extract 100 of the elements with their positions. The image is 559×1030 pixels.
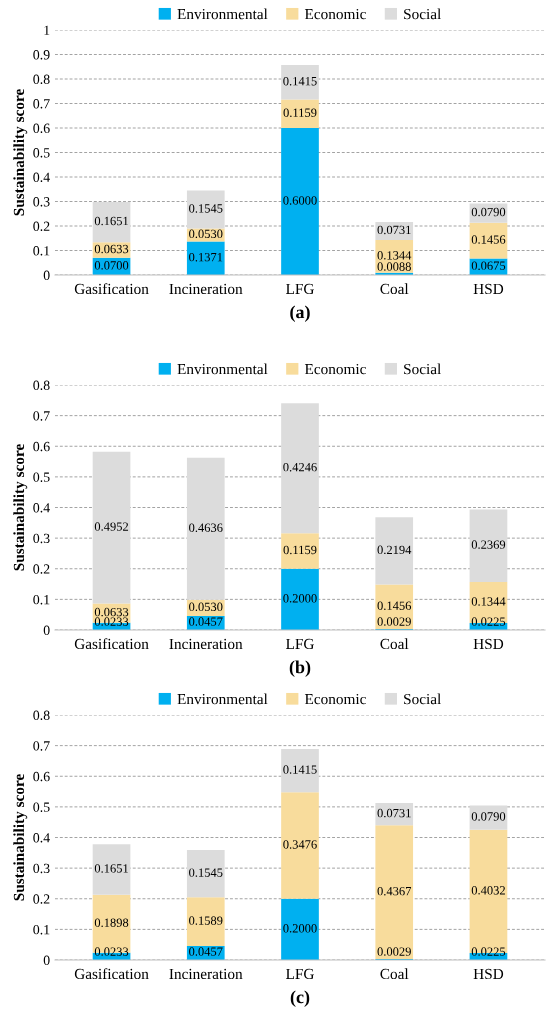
data-label: 0.1415: [283, 76, 317, 86]
data-label: 0.3476: [283, 840, 317, 849]
x-tick-label: LFG: [286, 968, 314, 980]
y-axis-title: Sustainability score: [13, 774, 28, 901]
x-tick-label: Gasification: [74, 283, 149, 295]
x-tick-label: HSD: [473, 638, 504, 650]
y-tick-label: 0.6: [33, 123, 50, 134]
data-label: 0.2369: [471, 540, 506, 549]
y-tick-label: 0.3: [33, 863, 50, 874]
data-label: 0.1415: [283, 765, 317, 774]
x-tick-label: Incineration: [169, 638, 243, 650]
x-tick-label: Coal: [380, 638, 409, 650]
data-label: 0.2000: [283, 594, 317, 603]
y-tick-label: 0.1: [33, 924, 50, 935]
x-axis-title: (b): [289, 660, 311, 677]
legend-label: Environmental: [177, 8, 268, 20]
x-tick-label: Incineration: [169, 283, 243, 295]
y-tick-label: 0: [43, 625, 50, 635]
legend-label: Social: [404, 363, 441, 375]
data-label: 0.2000: [283, 924, 317, 933]
data-label: 0.1545: [189, 868, 223, 877]
y-tick-label: 0.4: [33, 503, 50, 513]
y-tick-label: 0.6: [33, 441, 50, 452]
data-label: 0.0029: [377, 617, 411, 626]
data-label: 0.1545: [189, 204, 223, 213]
y-axis-title: Sustainability score: [13, 89, 28, 216]
y-tick-label: 0.5: [33, 148, 50, 158]
data-label: 0.0731: [377, 808, 411, 818]
legend-label: Economic: [304, 693, 366, 705]
x-tick-label: Coal: [380, 968, 409, 980]
x-tick-label: Incineration: [169, 968, 243, 980]
data-label: 0.0457: [189, 947, 223, 956]
y-tick-label: 0.5: [33, 472, 50, 482]
y-tick-label: 0.4: [33, 172, 50, 183]
data-label: 0.1159: [283, 545, 317, 555]
y-tick-label: 1: [44, 25, 50, 35]
y-tick-label: 0.2: [33, 564, 50, 574]
y-tick-label: 0.7: [33, 741, 50, 751]
legend-label: Social: [404, 8, 441, 20]
data-label: 0.2194: [377, 545, 412, 555]
y-tick-label: 0.6: [33, 771, 50, 782]
y-tick-label: 0.7: [33, 411, 50, 421]
legend-label: Economic: [304, 363, 366, 375]
data-label: 0.0790: [471, 812, 506, 821]
y-tick-label: 0.8: [33, 710, 50, 721]
data-label: 0.0700: [94, 261, 129, 270]
data-label: 0.4367: [377, 886, 412, 896]
data-label: 0.4952: [94, 522, 129, 531]
y-tick-label: 0.8: [33, 74, 50, 85]
data-label: 0.4246: [283, 462, 317, 472]
legend-label: Social: [404, 693, 441, 705]
x-axis-title: (a): [290, 305, 310, 322]
data-label: 0.1651: [94, 216, 128, 226]
data-label: 0.0731: [377, 225, 411, 235]
y-tick-label: 0.2: [33, 894, 50, 904]
data-label: 0.1456: [471, 235, 506, 244]
data-label: 0.0530: [189, 602, 223, 612]
legend-label: Environmental: [177, 363, 268, 375]
data-label: 0.0530: [189, 229, 223, 239]
y-axis-title: Sustainability score: [13, 444, 28, 571]
y-tick-label: 0.3: [33, 533, 50, 544]
y-tick-label: 0.9: [33, 50, 50, 60]
legend-label: Economic: [304, 8, 366, 20]
data-label: 0.0633: [94, 607, 129, 617]
y-tick-label: 0.8: [33, 380, 50, 391]
data-label: 0.0029: [377, 947, 411, 956]
legend-label: Environmental: [177, 693, 268, 705]
y-tick-label: 0: [43, 270, 50, 280]
y-tick-label: 0: [43, 955, 50, 965]
data-label: 0.0457: [189, 617, 223, 626]
y-tick-label: 0.1: [33, 594, 50, 605]
x-tick-label: HSD: [473, 968, 504, 980]
x-tick-label: Coal: [380, 283, 409, 295]
data-label: 0.1371: [189, 252, 223, 262]
data-label: 0.1344: [471, 597, 506, 606]
x-tick-label: Gasification: [74, 638, 149, 650]
data-label: 0.0088: [377, 262, 411, 271]
y-tick-label: 0.2: [33, 221, 50, 232]
data-label: 0.1898: [94, 918, 129, 927]
data-label: 0.0633: [94, 244, 129, 254]
y-tick-label: 0.3: [33, 197, 50, 207]
data-label: 0.4032: [471, 886, 505, 895]
x-tick-label: HSD: [473, 283, 504, 295]
data-label: 0.1456: [377, 601, 412, 610]
y-tick-label: 0.5: [33, 802, 50, 812]
data-label: 0.6000: [283, 196, 317, 205]
data-label: 0.1344: [377, 251, 412, 260]
data-label: 0.0675: [471, 261, 506, 270]
data-label: 0.4636: [189, 523, 223, 532]
x-tick-label: LFG: [286, 638, 314, 650]
data-label: 0.1589: [189, 916, 223, 925]
x-tick-label: Gasification: [74, 968, 149, 980]
y-tick-label: 0.1: [33, 246, 50, 256]
x-tick-label: LFG: [286, 283, 314, 295]
x-axis-title: (c): [290, 990, 310, 1007]
y-tick-label: 0.4: [33, 833, 50, 843]
data-label: 0.1159: [283, 108, 317, 117]
y-tick-label: 0.7: [33, 99, 50, 109]
data-label: 0.1651: [94, 864, 128, 873]
data-label: 0.0790: [471, 207, 506, 217]
